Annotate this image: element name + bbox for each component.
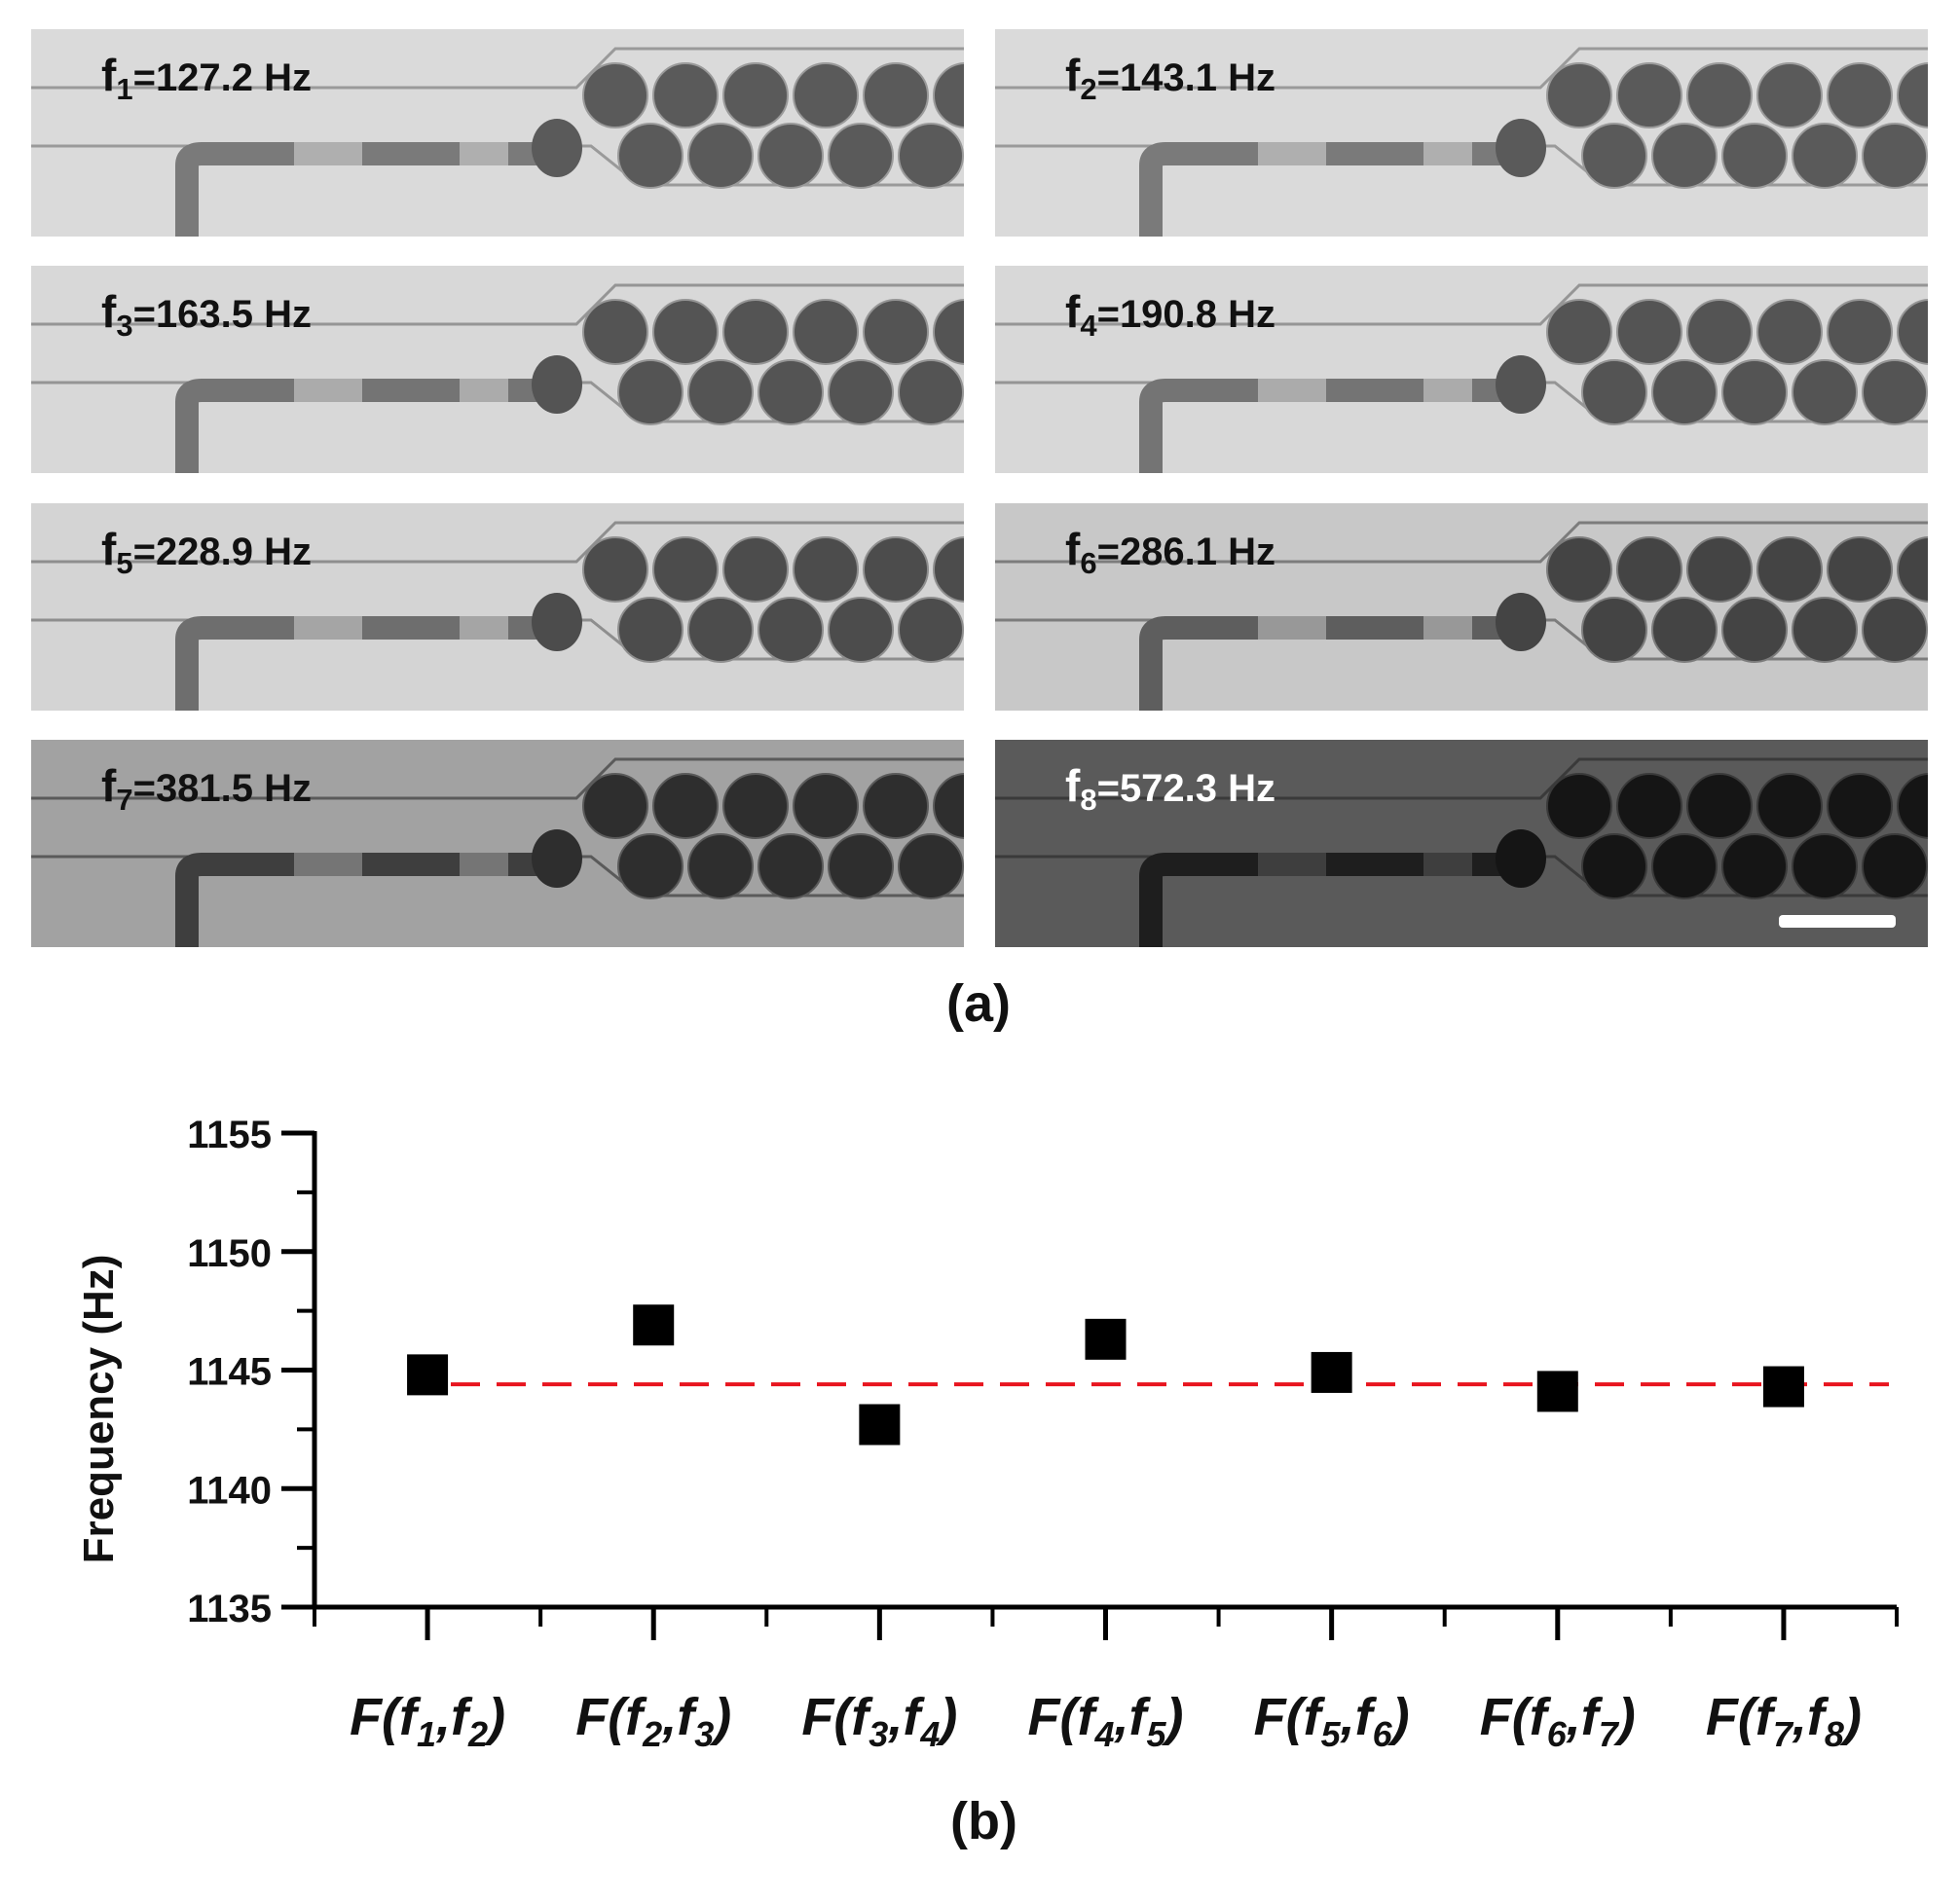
frequency-label: f4=190.8 Hz: [1065, 285, 1275, 344]
x-tick-label: F(f7,f8): [1706, 1688, 1862, 1754]
data-point: [633, 1304, 675, 1346]
frequency-label: f7=381.5 Hz: [101, 759, 312, 818]
frequency-label: f6=286.1 Hz: [1065, 523, 1275, 581]
y-tick-label: 1150: [187, 1232, 272, 1275]
y-axis-label: Frequency (Hz): [75, 1255, 123, 1564]
micrograph-image: [995, 29, 1928, 237]
micrograph-image: [995, 266, 1928, 473]
label-subscript: 3: [116, 309, 133, 343]
x-tick-label: F(f2,f3): [575, 1688, 731, 1754]
data-point: [859, 1404, 901, 1446]
label-value: =163.5 Hz: [132, 293, 313, 336]
micrograph-image: [995, 503, 1928, 711]
y-tick-label: 1145: [187, 1351, 272, 1394]
micrograph-panel: f3=163.5 Hz: [31, 266, 964, 473]
x-tick-label: F(f3,f4): [801, 1688, 957, 1754]
x-tick-label: F(f5,f6): [1254, 1688, 1410, 1754]
label-value: =381.5 Hz: [132, 767, 313, 810]
label-value: =190.8 Hz: [1096, 293, 1276, 336]
micrograph-image: [31, 266, 964, 473]
micrograph-panel: f2=143.1 Hz: [995, 29, 1928, 237]
label-subscript: 1: [116, 72, 133, 106]
label-subscript: 4: [1080, 309, 1097, 343]
caption-b: (b): [950, 1792, 1017, 1850]
frequency-label: f3=163.5 Hz: [101, 285, 312, 344]
frequency-label: f8=572.3 Hz: [1065, 759, 1275, 818]
x-tick-label: F(f1,f2): [350, 1688, 505, 1754]
x-tick-label: F(f6,f7): [1480, 1688, 1636, 1754]
label-value: =127.2 Hz: [132, 56, 313, 99]
label-value: =286.1 Hz: [1096, 531, 1276, 573]
micrograph-panel: f6=286.1 Hz: [995, 503, 1928, 711]
label-variable: f: [1065, 50, 1081, 100]
frequency-label: f1=127.2 Hz: [101, 49, 312, 107]
frequency-label: f5=228.9 Hz: [101, 523, 312, 581]
micrograph-panel: f7=381.5 Hz: [31, 740, 964, 947]
scale-bar: [1779, 915, 1896, 928]
label-variable: f: [101, 760, 117, 811]
data-point: [1311, 1351, 1352, 1393]
micrograph-image: [31, 740, 964, 947]
y-tick-label: 1135: [187, 1588, 272, 1630]
y-tick-label: 1155: [187, 1114, 272, 1156]
label-variable: f: [1065, 524, 1081, 574]
data-point: [1536, 1371, 1578, 1412]
label-variable: f: [1065, 286, 1081, 337]
micrograph-panel: f5=228.9 Hz: [31, 503, 964, 711]
label-value: =572.3 Hz: [1096, 767, 1276, 810]
x-tick-label: F(f4,f5): [1028, 1688, 1184, 1754]
micrograph-panel: f4=190.8 Hz: [995, 266, 1928, 473]
micrograph-panels: f1=127.2 Hz f2=143.1 Hz f3=163.5 Hz f4=190.…: [31, 29, 1928, 947]
micrograph-panel: f8=572.3 Hz: [995, 740, 1928, 947]
micrograph-panel: f1=127.2 Hz: [31, 29, 964, 237]
frequency-label: f2=143.1 Hz: [1065, 49, 1275, 107]
label-subscript: 5: [116, 546, 133, 580]
label-subscript: 8: [1080, 783, 1097, 817]
caption-a: (a): [946, 974, 1011, 1033]
micrograph-image: [31, 503, 964, 711]
label-variable: f: [101, 524, 117, 574]
label-subscript: 7: [116, 783, 133, 817]
micrograph-image: [995, 740, 1928, 947]
label-variable: f: [1065, 760, 1081, 811]
y-tick-label: 1140: [187, 1469, 272, 1512]
data-point: [407, 1354, 449, 1396]
label-variable: f: [101, 50, 117, 100]
data-point: [1762, 1366, 1804, 1408]
data-point: [1085, 1318, 1127, 1360]
label-value: =143.1 Hz: [1096, 56, 1276, 99]
micrograph-image: [31, 29, 964, 237]
label-value: =228.9 Hz: [132, 531, 313, 573]
label-variable: f: [101, 286, 117, 337]
label-subscript: 2: [1080, 72, 1097, 106]
label-subscript: 6: [1080, 546, 1097, 580]
